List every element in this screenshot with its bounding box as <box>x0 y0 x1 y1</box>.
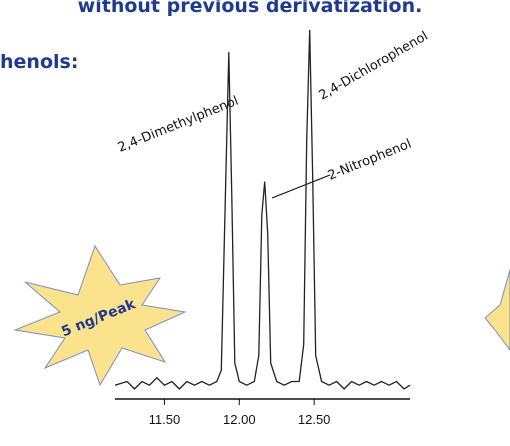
chart-subtitle: henols: <box>0 51 78 73</box>
x-tick-label: 11.50 <box>149 412 181 427</box>
x-tick-label: 12.50 <box>298 412 331 427</box>
starburst <box>13 244 187 387</box>
x-tick-label: 12.00 <box>223 412 256 427</box>
chromatogram-line <box>114 29 411 390</box>
starburst-partial <box>484 269 510 351</box>
peak-label: 2,4-Dichlorophenol <box>317 29 431 104</box>
peak-label: 2,4-Dimethylphenol <box>116 94 241 156</box>
peak-label: 2-Nitrophenol <box>326 137 414 184</box>
leader-line <box>271 174 331 199</box>
chart-title: without previous derivatization. <box>78 0 423 17</box>
